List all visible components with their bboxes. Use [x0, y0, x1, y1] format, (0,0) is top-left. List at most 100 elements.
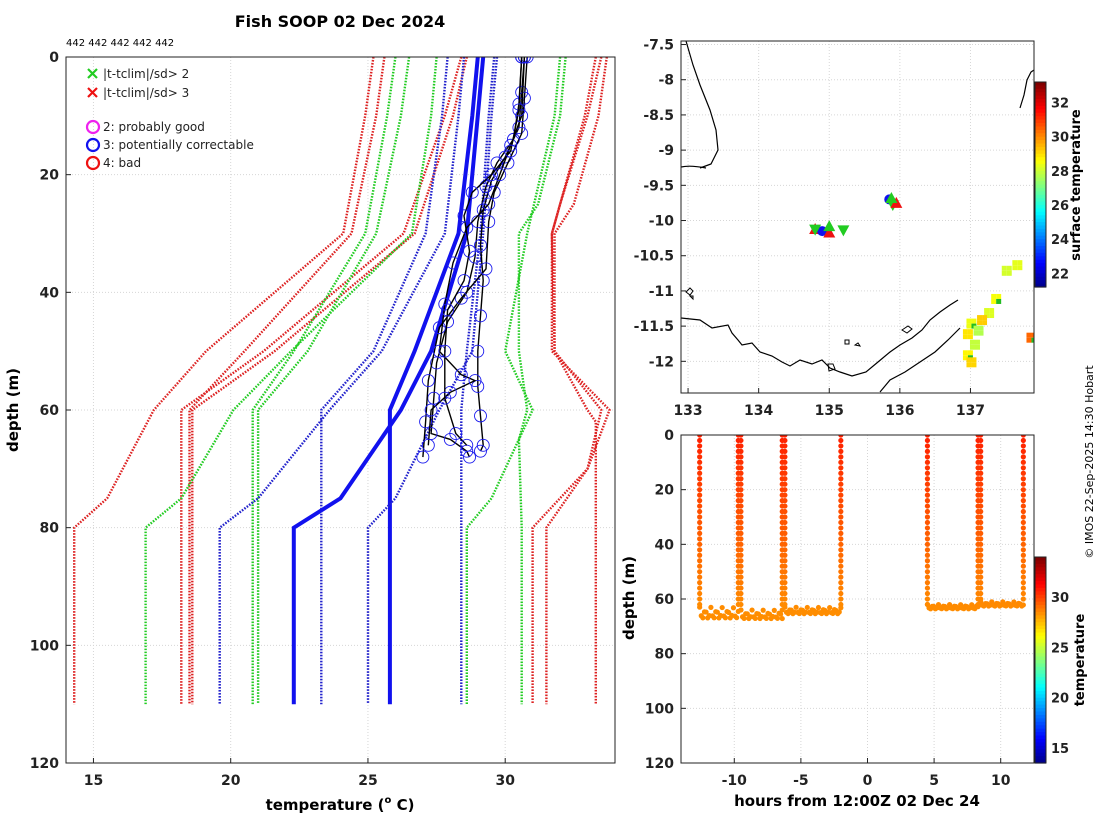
ts-point [838, 465, 844, 471]
colorbar-segment [1035, 191, 1046, 196]
colorbar-segment [1035, 201, 1046, 206]
ts-point [978, 585, 984, 591]
colorbar-segment [1035, 718, 1046, 723]
colorbar-tick-label: 28 [1051, 165, 1069, 180]
colorbar-segment [1035, 266, 1046, 271]
colorbar-segment [1035, 252, 1046, 257]
ts-point [978, 435, 984, 438]
profile-series-clim_mean_b [291, 57, 486, 705]
coastline-north [685, 41, 719, 169]
sst-patch [982, 315, 988, 321]
sst-patch [1031, 337, 1034, 343]
ts-point [697, 487, 703, 493]
ts-ytick-label: 80 [655, 647, 675, 663]
sst-patch [974, 339, 980, 345]
ts-point [924, 585, 931, 591]
station-marker [885, 191, 898, 203]
ts-point [1020, 519, 1026, 526]
colorbar-segment [1035, 276, 1046, 281]
ts-point [924, 569, 931, 575]
colorbar-segment [1035, 587, 1046, 592]
map-grid [681, 41, 1034, 393]
colorbar-segment [1035, 677, 1046, 682]
ts-point [1020, 443, 1026, 449]
colorbar-tick-label: 26 [1051, 199, 1069, 214]
ts-point [924, 459, 931, 465]
colorbar-segment [1035, 205, 1046, 210]
sst-patch [977, 315, 983, 321]
ts-point [978, 443, 984, 449]
ts-point [697, 536, 703, 542]
colorbar-segment [1035, 615, 1046, 620]
ts-point [738, 519, 744, 526]
ts-point [738, 487, 744, 493]
ts-point [697, 558, 703, 564]
profile-xlabel: temperature (o C) [266, 795, 415, 814]
ts-point [697, 470, 703, 476]
ts-point [1020, 541, 1026, 547]
sst-patch [1001, 270, 1007, 276]
ts-ytick-label: 60 [655, 592, 675, 608]
ts-point [978, 459, 984, 465]
ts-point [700, 615, 706, 621]
ts-point [838, 481, 844, 487]
sst-patch [1012, 260, 1018, 266]
colorbar-segment [1035, 591, 1046, 596]
colorbar-segment [1035, 153, 1046, 158]
colorbar-segment [1035, 283, 1046, 288]
profile-flag-circle [479, 262, 493, 276]
colorbar-tick-label: 15 [1051, 742, 1069, 757]
ts-point [771, 607, 777, 613]
ts-point [978, 547, 984, 553]
profile-flag-circle [515, 57, 529, 64]
ts-point [924, 580, 931, 586]
ts-xtick-label: -5 [793, 773, 809, 789]
ts-point [924, 536, 931, 542]
profile-ytick-label: 120 [30, 756, 59, 772]
ts-point [1020, 470, 1026, 476]
profile-series-obs_b [477, 57, 526, 452]
ts-point [782, 448, 788, 454]
ts-point [1020, 580, 1026, 586]
profile-flag-circle [504, 144, 518, 158]
colorbar-segment [1035, 629, 1046, 634]
ts-point [782, 498, 788, 504]
map-ticks: 133 134 135 136 137 -7.5 -8 -8.5 -9 -9.5 -10 -10.5 -… [634, 38, 985, 419]
colorbar-tick-label: 30 [1051, 591, 1069, 606]
colorbar-segment [1035, 557, 1046, 562]
profile-flag-circle [421, 438, 435, 452]
coastline-gulf [879, 327, 961, 393]
sst-patch [967, 350, 973, 356]
ts-point [697, 563, 703, 569]
colorbar-segment [1035, 181, 1046, 186]
ts-point [838, 448, 844, 454]
profile-series-clim_plus3sd_a [550, 57, 603, 705]
ts-point [722, 615, 729, 621]
profile-flag-circle [460, 438, 474, 452]
profile-flag-circle [457, 209, 471, 223]
figure-title: Fish SOOP 02 Dec 2024 [235, 12, 445, 31]
ts-point [738, 508, 744, 515]
ts-point [838, 563, 844, 569]
colorbar-segment [1035, 625, 1046, 630]
colorbar-segment [1035, 242, 1046, 247]
ts-point [782, 437, 788, 444]
station-marker [809, 224, 822, 236]
ts-point [782, 585, 788, 591]
ts-point [924, 514, 931, 520]
ts-point [924, 508, 931, 515]
colorbar-segment [1035, 601, 1046, 606]
sst-patch [978, 325, 984, 331]
ts-point [734, 615, 740, 621]
colorbar-segment [1035, 598, 1046, 603]
sst-patch [962, 329, 968, 335]
ts-point [1020, 481, 1026, 487]
ts-point [1020, 465, 1026, 471]
colorbar-segment [1035, 177, 1046, 182]
profile-flag-circle [520, 57, 534, 64]
profile-series-obs_e [444, 57, 523, 446]
ts-point [838, 547, 844, 553]
ts-point [1020, 563, 1026, 569]
colorbar-segment [1035, 184, 1046, 189]
